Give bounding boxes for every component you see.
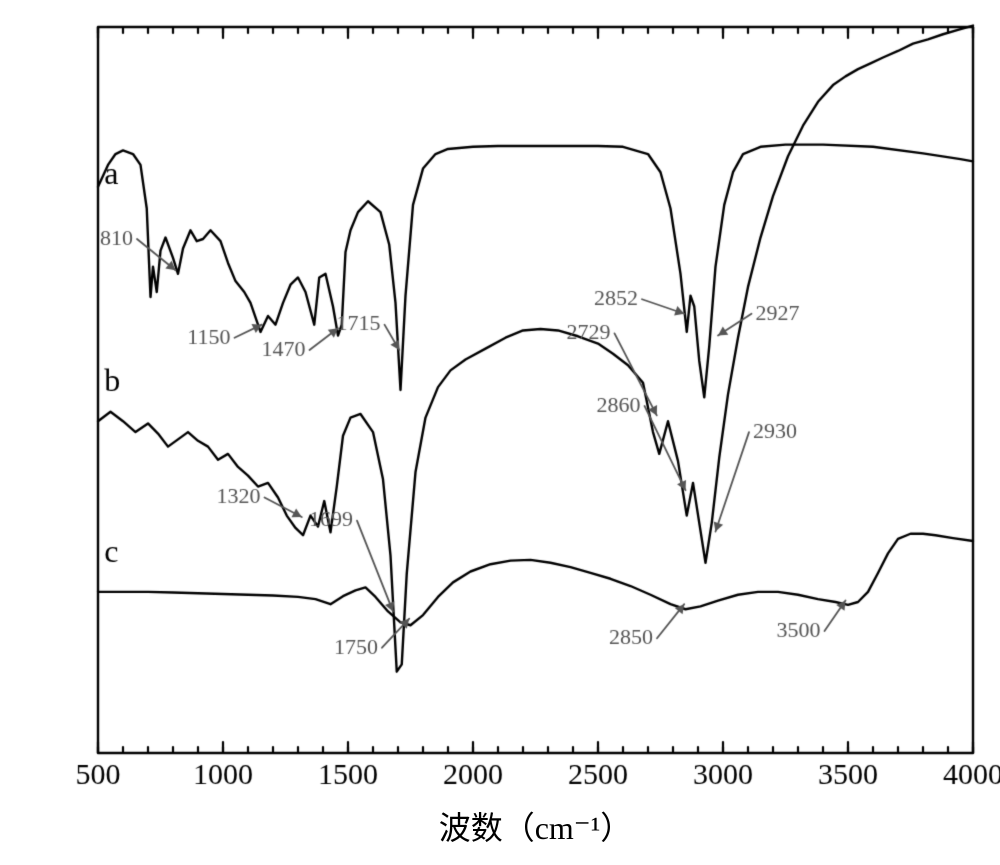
x-axis-label: 波数（cm⁻¹） <box>426 803 646 849</box>
ir-spectra-chart: 波数（cm⁻¹） <box>0 0 1000 865</box>
chart-canvas <box>0 0 1000 865</box>
